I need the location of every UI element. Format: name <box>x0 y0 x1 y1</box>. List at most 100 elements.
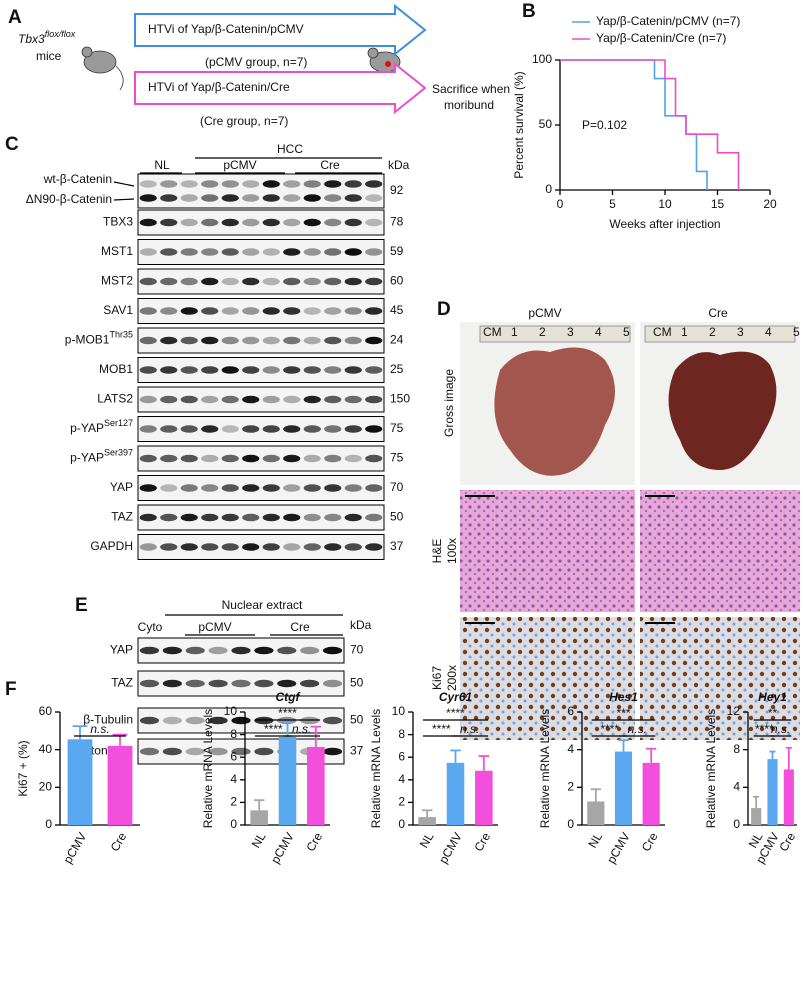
arrow-shape <box>134 61 427 115</box>
protein: YAP <box>110 643 133 657</box>
blot-band <box>344 454 362 463</box>
significance-label: **** <box>600 722 619 736</box>
x-tick-label: NL <box>585 830 605 851</box>
blot-band <box>365 513 383 522</box>
blot-band <box>324 194 342 202</box>
blot-label: YAP <box>110 480 133 494</box>
panel-letter: E <box>75 595 88 616</box>
y-axis-label: Percent survival (%) <box>512 71 526 178</box>
blot-band <box>201 513 219 522</box>
blot-band <box>254 646 274 655</box>
blot-label: p-YAPSer127 <box>70 418 133 435</box>
blot-band <box>303 366 321 374</box>
row-label: Ki67 <box>430 666 444 690</box>
significance-label: **** <box>446 706 465 720</box>
y-tick-label: 6 <box>398 749 405 763</box>
survival-line <box>560 59 740 190</box>
blot-band <box>322 716 343 725</box>
blot-label: TBX3 <box>103 215 133 229</box>
group-label: NL <box>154 158 170 172</box>
protein-sup: Ser397 <box>104 448 133 458</box>
blot-band <box>180 248 198 256</box>
blot-label: MOB1 <box>99 362 133 376</box>
blot-band <box>344 336 362 345</box>
y-tick-label: 4 <box>230 772 237 786</box>
y-tick-label: 6 <box>230 749 237 763</box>
annotation: P=0.102 <box>582 118 627 132</box>
column-label: Cre <box>708 306 728 320</box>
panel-letter: A <box>8 7 22 28</box>
blot-band <box>242 307 260 315</box>
blot-band <box>262 307 280 315</box>
blot-band <box>180 484 198 492</box>
blot-label: MST1 <box>101 244 133 258</box>
blot-band <box>180 454 198 463</box>
blot-label: p-MOB1Thr35 <box>65 330 133 347</box>
blot-band <box>324 425 342 433</box>
kda-label: 37 <box>390 539 404 553</box>
bar <box>107 745 133 825</box>
blot-label: wt-β-Catenin <box>43 172 112 186</box>
blot-band <box>180 425 198 433</box>
blot-band <box>139 277 157 286</box>
group-label: pCMV <box>223 158 256 172</box>
bar <box>418 817 436 825</box>
blot-band <box>344 366 362 374</box>
protein: p-YAP <box>70 451 104 465</box>
ruler-label: 4 <box>765 325 772 339</box>
blot-band <box>303 194 321 202</box>
blot-band <box>277 646 297 655</box>
blot-band <box>185 646 205 655</box>
y-tick-label: 0 <box>733 817 740 831</box>
blot-band <box>365 180 383 188</box>
kda-label: 45 <box>390 303 404 317</box>
blot-band <box>185 747 205 756</box>
blot-band <box>324 395 342 404</box>
blot-band <box>344 425 362 433</box>
protein: YAP <box>110 480 133 494</box>
blot-band <box>139 747 160 756</box>
panel-letter: D <box>437 299 451 320</box>
blot-band <box>160 307 178 315</box>
blot-band <box>139 513 157 522</box>
blot-band <box>201 395 219 404</box>
blot-band <box>324 484 342 492</box>
bar <box>307 747 325 825</box>
blot-band <box>221 366 239 374</box>
blot-band <box>344 543 362 551</box>
blot-band <box>201 277 219 286</box>
blot-band <box>303 180 321 188</box>
blot-band <box>201 218 219 227</box>
blot-band <box>160 218 178 227</box>
blot-band <box>221 194 239 202</box>
blot-band <box>221 248 239 256</box>
blot-band <box>139 543 157 551</box>
x-tick-label: 15 <box>711 197 725 211</box>
blot-label: YAP <box>110 643 133 657</box>
blot-band <box>221 218 239 227</box>
blot-band <box>231 747 251 756</box>
blot-band <box>180 277 198 286</box>
blot-band <box>139 336 157 345</box>
blot-band <box>242 248 260 256</box>
rule <box>113 198 135 201</box>
chart-title: Hey1 <box>758 690 787 704</box>
blot-band <box>180 307 198 315</box>
row-label: 200x <box>445 665 459 691</box>
blot-band <box>262 484 280 492</box>
ruler-label: CM <box>483 325 502 339</box>
y-tick-label: 50 <box>539 117 553 131</box>
blot-band <box>231 646 251 655</box>
ruler-label: 1 <box>681 325 688 339</box>
blot-band <box>180 336 198 345</box>
blot-band <box>242 194 260 202</box>
blot-band <box>139 395 157 404</box>
significance-label: n.s. <box>628 722 647 736</box>
blot-strip <box>137 298 385 324</box>
blot-band <box>322 646 343 655</box>
protein: TAZ <box>111 676 133 690</box>
x-tick-label: NL <box>746 830 766 851</box>
protein: β-Tubulin <box>83 713 133 727</box>
blot-band <box>324 218 342 227</box>
blot-band <box>180 395 198 404</box>
